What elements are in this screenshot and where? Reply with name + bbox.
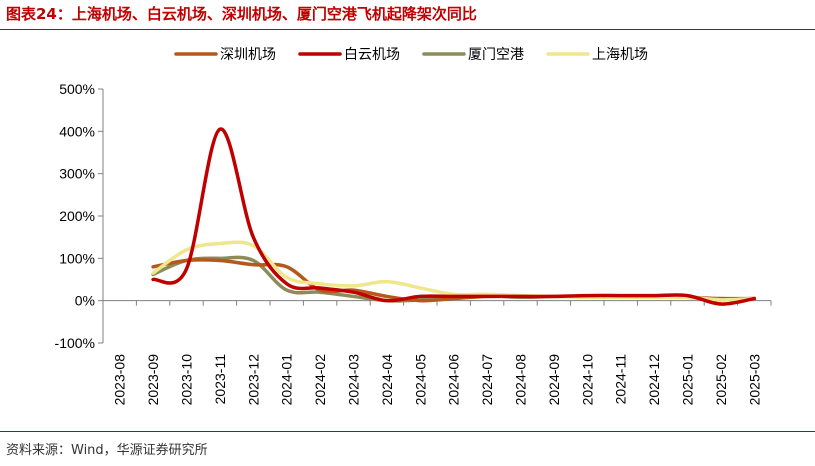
y-tick-label: 500% — [59, 81, 95, 97]
legend-label: 厦门空港 — [468, 47, 524, 63]
x-tick-label: 2024-04 — [379, 354, 395, 406]
series-lines — [151, 127, 757, 306]
y-tick-label: 300% — [59, 166, 95, 182]
y-tick-label: 100% — [59, 250, 95, 266]
series-line — [151, 240, 757, 302]
x-tick-label: 2024-10 — [579, 354, 595, 406]
legend-label: 上海机场 — [592, 47, 648, 63]
x-tick-label: 2023-08 — [112, 354, 128, 406]
x-tick-label: 2025-02 — [713, 354, 729, 406]
y-axis: -100% 0% 100% 200% 300% 400% 500% — [55, 81, 104, 351]
x-tick-label: 2023-09 — [145, 354, 161, 406]
x-tick-label: 2024-09 — [546, 354, 562, 406]
x-tick-label: 2025-03 — [746, 354, 762, 406]
y-tick-label: 0% — [75, 293, 95, 309]
source-note: 资料来源：Wind，华源证券研究所 — [6, 443, 208, 458]
x-tick-label: 2024-02 — [312, 354, 328, 406]
x-tick-label: 2024-12 — [646, 354, 662, 406]
x-tick-label: 2024-03 — [346, 354, 362, 406]
x-tick-label: 2023-12 — [245, 354, 261, 406]
legend-label: 深圳机场 — [220, 47, 276, 63]
x-tick-label: 2025-01 — [680, 354, 696, 406]
x-tick-label: 2024-11 — [613, 354, 629, 405]
x-tick-label: 2024-08 — [513, 354, 529, 406]
y-tick-label: -100% — [55, 335, 95, 351]
y-tick-label: 400% — [59, 123, 95, 139]
x-tick-label: 2024-06 — [446, 354, 462, 406]
x-axis: 2023-08 2023-09 2023-10 2023-11 2023-12 2024-… — [102, 300, 772, 406]
series-line — [151, 127, 757, 306]
source-divider — [0, 431, 815, 432]
legend: 深圳机场 白云机场 厦门空港 上海机场 — [174, 47, 648, 63]
x-tick-label: 2024-05 — [412, 354, 428, 406]
x-tick-label: 2023-10 — [179, 354, 195, 406]
legend-label: 白云机场 — [344, 47, 400, 63]
chart-title: 图表24：上海机场、白云机场、深圳机场、厦门空港飞机起降架次同比 — [6, 5, 477, 23]
title-divider — [0, 29, 815, 30]
y-tick-label: 200% — [59, 208, 95, 224]
x-tick-label: 2023-11 — [212, 354, 228, 405]
x-tick-label: 2024-01 — [279, 354, 295, 406]
x-tick-label: 2024-07 — [479, 354, 495, 406]
